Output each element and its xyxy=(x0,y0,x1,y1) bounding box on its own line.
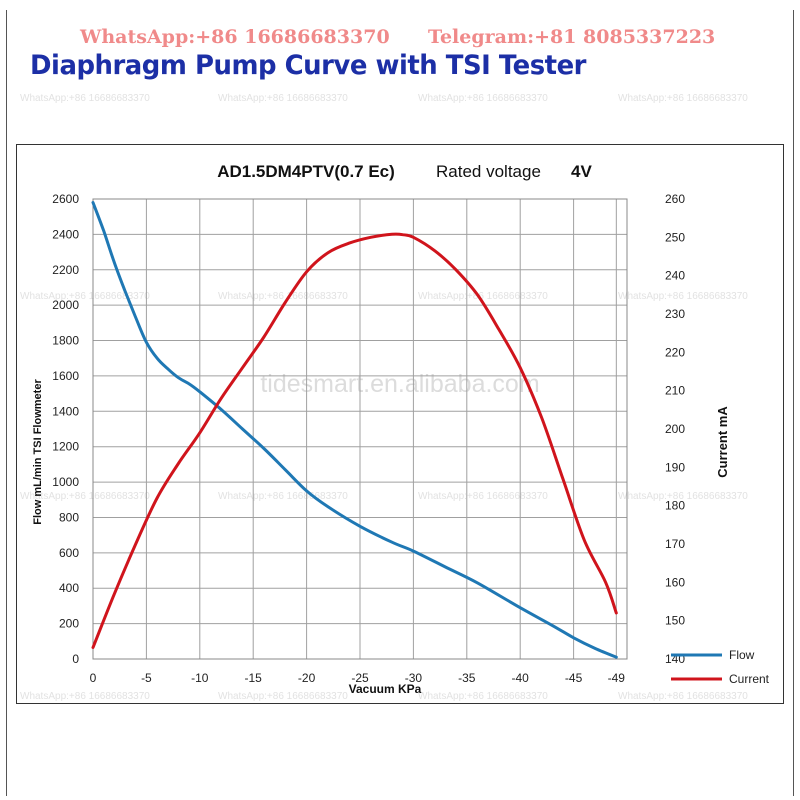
image-frame xyxy=(6,10,794,796)
x-axis-tick-label: -40 xyxy=(512,671,530,685)
right-axis-title: Current mA xyxy=(715,406,730,478)
watermark-text: WhatsApp:+86 16686683370 xyxy=(618,93,748,104)
left-axis-title: Flow mL/min TSI Flowmeter xyxy=(32,379,44,525)
right-axis-tick-label: 180 xyxy=(665,499,685,513)
left-axis-tick-label: 400 xyxy=(59,581,79,595)
watermark-text: WhatsApp:+86 16686683370 xyxy=(418,691,548,702)
x-axis-tick-label: 0 xyxy=(90,671,97,685)
contact-banner: WhatsApp:+86 16686683370 Telegram:+81 80… xyxy=(0,26,800,52)
chart-title: AD1.5DM4PTV(0.7 Ec) xyxy=(217,162,395,181)
site-watermark: tidesmart.en.alibaba.com xyxy=(260,370,539,398)
watermark-text: WhatsApp:+86 16686683370 xyxy=(218,691,348,702)
watermark-text: WhatsApp:+86 16686683370 xyxy=(218,93,348,104)
x-axis-tick-label: -49 xyxy=(608,671,626,685)
right-axis-tick-label: 200 xyxy=(665,422,685,436)
x-axis-title: Vacuum KPa xyxy=(349,682,422,696)
left-axis-tick-label: 200 xyxy=(59,617,79,631)
page-heading: Diaphragm Pump Curve with TSI Tester xyxy=(30,50,586,81)
plot-area-border xyxy=(92,198,628,660)
right-axis-tick-label: 230 xyxy=(665,307,685,321)
left-axis-tick-label: 2400 xyxy=(52,227,79,241)
watermark-text: WhatsApp:+86 16686683370 xyxy=(218,291,348,302)
chart-grid xyxy=(92,198,628,660)
watermark-text: WhatsApp:+86 16686683370 xyxy=(618,691,748,702)
watermark-text: WhatsApp:+86 16686683370 xyxy=(418,93,548,104)
right-axis-tick-label: 190 xyxy=(665,460,685,474)
left-axis-tick-label: 2600 xyxy=(52,192,79,206)
series-line-flow xyxy=(91,201,618,659)
watermark-text: WhatsApp:+86 16686683370 xyxy=(20,93,150,104)
left-axis-tick-label: 1400 xyxy=(52,404,79,418)
x-axis-tick-label: -25 xyxy=(351,671,369,685)
right-axis-tick-label: 250 xyxy=(665,230,685,244)
left-axis-tick-label: 2000 xyxy=(52,298,79,312)
right-axis-tick-label: 220 xyxy=(665,345,685,359)
right-axis-tick-label: 160 xyxy=(665,575,685,589)
right-axis-tick-label: 240 xyxy=(665,269,685,283)
left-axis-tick-label: 0 xyxy=(72,652,79,666)
rated-voltage-value: 4V xyxy=(571,162,592,181)
watermark-text: WhatsApp:+86 16686683370 xyxy=(20,291,150,302)
rated-voltage-label: Rated voltage xyxy=(436,162,541,181)
left-axis-tick-label: 1600 xyxy=(52,369,79,383)
left-axis-tick-label: 1000 xyxy=(52,475,79,489)
legend-label-current: Current xyxy=(729,672,770,686)
left-axis-tick-label: 2200 xyxy=(52,263,79,277)
x-axis-tick-label: -15 xyxy=(245,671,263,685)
chart-panel xyxy=(16,144,784,704)
right-axis-tick-label: 260 xyxy=(665,192,685,206)
watermark-text: WhatsApp:+86 16686683370 xyxy=(218,491,348,502)
left-axis-tick-label: 600 xyxy=(59,546,79,560)
series-line-current xyxy=(91,232,618,649)
watermark-text: WhatsApp:+86 16686683370 xyxy=(418,491,548,502)
label-layer: 0200400600800100012001400160018002000220… xyxy=(32,162,770,696)
watermark-text: WhatsApp:+86 16686683370 xyxy=(618,291,748,302)
watermark-text: WhatsApp:+86 16686683370 xyxy=(418,291,548,302)
right-axis-tick-label: 150 xyxy=(665,614,685,628)
x-axis-tick-label: -35 xyxy=(458,671,476,685)
right-axis-tick-label: 210 xyxy=(665,384,685,398)
left-axis-tick-label: 1800 xyxy=(52,334,79,348)
x-axis-tick-label: -5 xyxy=(141,671,152,685)
x-axis-tick-label: -30 xyxy=(405,671,423,685)
left-axis-tick-label: 800 xyxy=(59,510,79,524)
series-layer xyxy=(91,201,618,659)
telegram-contact: Telegram:+81 8085337223 xyxy=(428,26,716,48)
whatsapp-contact: WhatsApp:+86 16686683370 xyxy=(80,26,390,48)
right-axis-tick-label: 170 xyxy=(665,537,685,551)
watermark-text: WhatsApp:+86 16686683370 xyxy=(618,491,748,502)
legend-label-flow: Flow xyxy=(729,648,755,662)
x-axis-tick-label: -45 xyxy=(565,671,583,685)
watermark-text: WhatsApp:+86 16686683370 xyxy=(20,691,150,702)
watermark-layer: WhatsApp:+86 16686683370 WhatsApp:+86 166… xyxy=(20,93,748,702)
x-axis-tick-label: -20 xyxy=(298,671,316,685)
left-axis-tick-label: 1200 xyxy=(52,440,79,454)
x-axis-tick-label: -10 xyxy=(191,671,209,685)
watermark-text: WhatsApp:+86 16686683370 xyxy=(20,491,150,502)
